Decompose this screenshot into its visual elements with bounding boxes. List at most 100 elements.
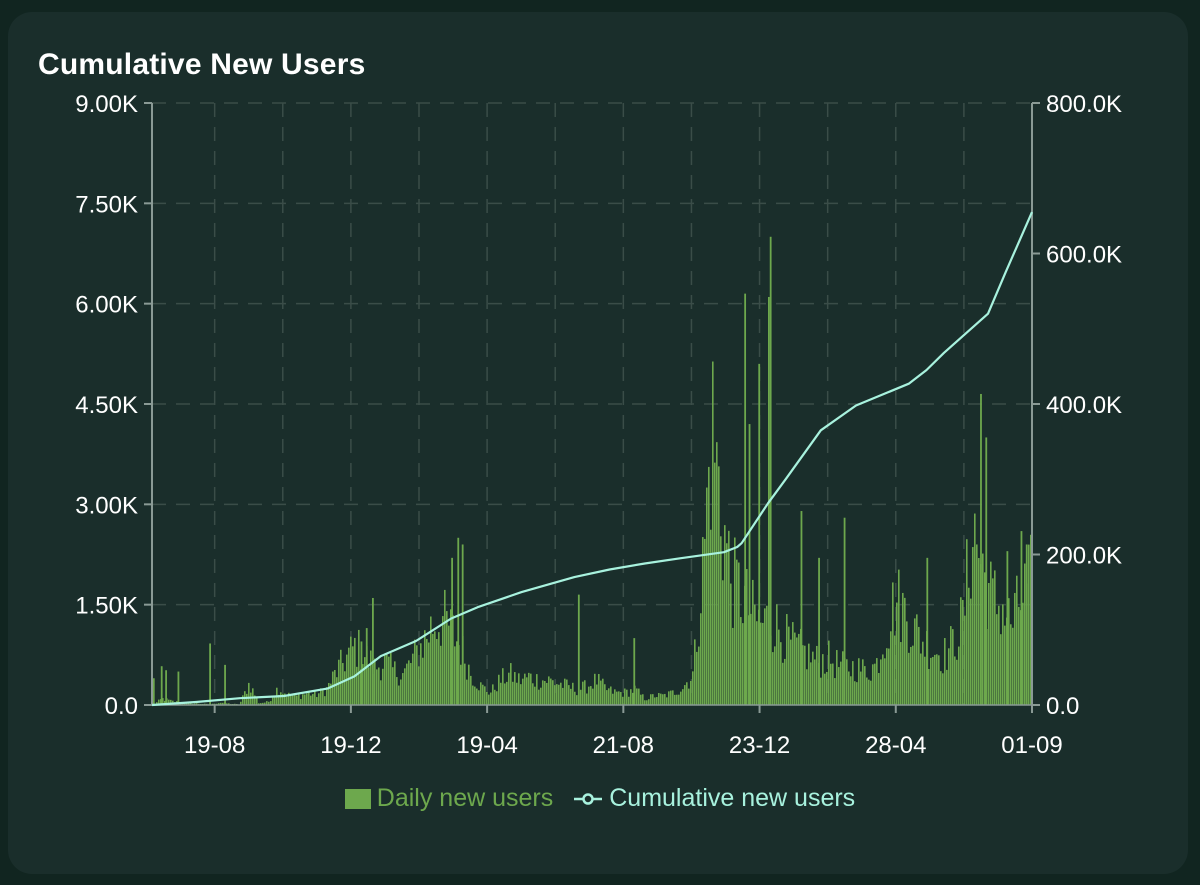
bar — [796, 637, 798, 705]
bar — [460, 664, 462, 705]
bar — [930, 657, 932, 705]
bar — [684, 685, 686, 705]
bar — [1028, 544, 1030, 705]
bar — [262, 702, 264, 705]
bar — [584, 680, 586, 705]
bar — [288, 692, 290, 705]
bar — [240, 701, 242, 705]
bar — [672, 690, 674, 705]
bar — [378, 667, 380, 705]
bar — [490, 692, 492, 705]
bar — [196, 703, 198, 705]
bar — [694, 639, 696, 705]
bar — [730, 583, 732, 705]
bar — [696, 651, 698, 705]
bar — [264, 702, 266, 705]
bar — [870, 680, 872, 705]
bar — [754, 604, 756, 705]
bar-spike — [224, 664, 226, 705]
bar — [934, 654, 936, 705]
legend-item-cumulative[interactable]: Cumulative new users — [573, 784, 855, 813]
bar — [302, 694, 304, 705]
bar — [988, 583, 990, 705]
bar — [438, 632, 440, 705]
bar — [828, 640, 830, 705]
bar — [760, 622, 762, 705]
bar-spike — [461, 544, 464, 705]
bar — [982, 553, 984, 705]
bar — [352, 646, 354, 705]
bar — [698, 646, 700, 705]
legend-label-daily: Daily new users — [376, 784, 554, 812]
bar — [810, 662, 812, 705]
bar — [440, 645, 442, 705]
bar — [674, 694, 676, 705]
bar-spike — [165, 670, 167, 705]
bar — [688, 688, 690, 705]
bar — [990, 561, 992, 705]
bar — [292, 695, 294, 705]
right-tick-label: 0.0 — [1046, 693, 1079, 720]
bar — [538, 689, 540, 705]
bar — [840, 661, 842, 705]
right-tick-label: 200.0K — [1046, 543, 1122, 570]
bar — [922, 641, 924, 705]
right-tick-label: 400.0K — [1046, 392, 1122, 419]
bar — [998, 605, 1000, 705]
bars-group — [152, 236, 1032, 705]
bar — [692, 671, 694, 705]
bar — [406, 663, 408, 705]
bar — [630, 689, 632, 705]
bar — [548, 676, 550, 705]
bar — [408, 660, 410, 705]
bar — [958, 646, 960, 705]
bar — [228, 703, 230, 705]
bar — [702, 537, 704, 705]
bar — [866, 677, 868, 705]
bar — [164, 700, 166, 705]
bar — [496, 691, 498, 705]
bar — [814, 659, 816, 705]
bar — [590, 686, 592, 705]
bar — [898, 569, 900, 705]
bar — [342, 663, 344, 705]
x-tick-label: 23-12 — [729, 732, 790, 759]
bar-spike — [748, 424, 751, 705]
bar-spike — [769, 236, 772, 705]
x-tick-label: 19-04 — [456, 732, 517, 759]
bar — [308, 691, 310, 705]
bar — [822, 654, 824, 705]
bar — [542, 680, 544, 705]
bar — [502, 668, 504, 705]
bar — [644, 700, 646, 705]
bar — [798, 633, 800, 705]
bar — [368, 667, 370, 705]
bar — [506, 681, 508, 705]
bar — [874, 663, 876, 705]
bar — [728, 530, 730, 705]
x-tick-label: 01-09 — [1001, 732, 1062, 759]
bar — [862, 659, 864, 705]
bar — [468, 664, 470, 705]
bar — [954, 656, 956, 705]
bar — [846, 659, 848, 705]
bar-spike — [926, 557, 929, 705]
bar — [718, 466, 720, 705]
x-tick-label: 19-12 — [320, 732, 381, 759]
bar — [938, 655, 940, 705]
bar — [662, 694, 664, 705]
bar — [520, 684, 522, 705]
bar — [558, 684, 560, 705]
bar — [622, 696, 624, 705]
legend-item-daily[interactable]: Daily new users — [344, 784, 554, 813]
bar — [856, 682, 858, 705]
bar — [324, 696, 326, 705]
bar — [498, 674, 500, 705]
x-tick-label: 21-08 — [593, 732, 654, 759]
bar — [708, 466, 710, 705]
bar-spike — [818, 557, 820, 705]
bar — [550, 678, 552, 705]
bar — [576, 695, 578, 705]
bar — [322, 690, 324, 705]
bar — [280, 692, 282, 705]
